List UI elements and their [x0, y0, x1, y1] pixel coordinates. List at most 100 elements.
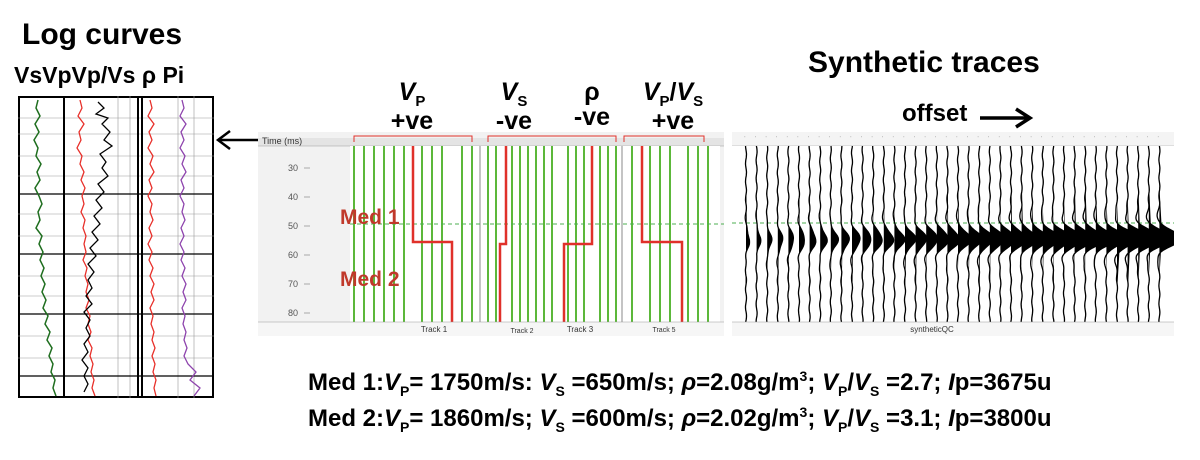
- wiggle-fill: [1084, 160, 1104, 316]
- trace-header-mark: ˙: [1115, 136, 1117, 144]
- trace-header-mark: ˙: [998, 136, 1000, 144]
- wiggle-fill: [872, 162, 883, 316]
- trace-header-mark: ˙: [1094, 136, 1096, 144]
- wiggle-trace: [755, 145, 762, 323]
- wiggle-fill: [978, 162, 994, 316]
- wiggle-fill: [1010, 162, 1027, 316]
- red-steps: [411, 146, 684, 322]
- time-axis: 30 40 50 60 70 80: [288, 163, 298, 318]
- trace-header-mark: ˙: [786, 136, 788, 144]
- trace-header-mark: ˙: [755, 136, 757, 144]
- wiggle-fill: [1031, 162, 1049, 316]
- wiggle-fill: [968, 162, 983, 316]
- trace-header-mark: ˙: [808, 136, 810, 144]
- trace-header-mark: ˙: [797, 136, 799, 144]
- track-1-label: Track 1: [421, 325, 448, 334]
- left-pointer-arrow-icon: [215, 130, 262, 150]
- trace-header-mark: ˙: [1073, 136, 1075, 144]
- tick-70: 70: [288, 279, 298, 289]
- trace-header-mark: ˙: [861, 136, 863, 144]
- trace-header-mark: ˙: [988, 136, 990, 144]
- rho-log-curve: [147, 99, 157, 397]
- trace-header-mark: ˙: [829, 136, 831, 144]
- tick-50: 50: [288, 221, 298, 231]
- wiggle-fill: [936, 162, 949, 316]
- wiggle-fill: [989, 162, 1004, 316]
- wiggle-trace: [913, 145, 928, 323]
- trace-header-mark: ˙: [1030, 136, 1032, 144]
- green-tracks: [353, 146, 709, 322]
- vp-log-curve: [76, 99, 96, 397]
- trace-header-mark: ˙: [1136, 136, 1138, 144]
- wiggle-fill: [840, 162, 850, 318]
- trace-header-mark: ˙: [765, 136, 767, 144]
- vpvs-step: [640, 146, 684, 322]
- wiggle-fill: [883, 162, 894, 316]
- wiggle-fill: [1137, 160, 1159, 316]
- synthetic-wiggles: [744, 145, 1174, 323]
- wiggle-fill: [904, 162, 916, 316]
- trace-header-mark: ˙: [903, 136, 905, 144]
- wiggle-trace: [903, 145, 917, 323]
- wiggle-fill: [1021, 162, 1038, 316]
- tick-60: 60: [288, 250, 298, 260]
- track-2-label: Track 2: [510, 328, 533, 335]
- wiggle-trace: [871, 146, 883, 323]
- wiggle-fill: [1116, 160, 1138, 316]
- wiggle-fill: [862, 162, 871, 316]
- tick-80: 80: [288, 308, 298, 318]
- trace-header-mark: ˙: [871, 136, 873, 144]
- offset-arrow-icon: [980, 107, 1034, 129]
- vs-log-curve: [33, 99, 57, 397]
- med-1-label: Med 1: [340, 206, 400, 229]
- track-model-panel: Time (ms) 30 40 50 60 70 80: [258, 132, 724, 336]
- vp-step: [411, 146, 454, 322]
- vpvs-header: VP/VS +ve: [642, 78, 704, 135]
- log-curves-panel: [18, 96, 214, 398]
- med-2-parameters: Med 2:VP= 1860m/s; VS =600m/s; ρ=2.02g/m…: [308, 404, 1052, 435]
- wiggle-fill: [1063, 160, 1082, 316]
- trace-header-mark: ˙: [1147, 136, 1149, 144]
- wiggle-fill: [777, 162, 783, 318]
- synthetic-footer-label: syntheticQC: [910, 325, 954, 334]
- tick-40: 40: [288, 192, 298, 202]
- wiggle-fill: [798, 162, 805, 318]
- trace-header-mark: ˙: [1062, 136, 1064, 144]
- wiggle-fill: [830, 162, 839, 318]
- wiggle-fill: [999, 162, 1015, 316]
- wiggle-fill: [1105, 160, 1127, 316]
- time-axis-label: Time (ms): [262, 136, 302, 146]
- trace-header-mark: ˙: [892, 136, 894, 144]
- wiggle-fill: [915, 162, 927, 316]
- trace-header-mark: ˙: [1083, 136, 1085, 144]
- trace-header-mark: ˙: [956, 136, 958, 144]
- header-brackets: [353, 135, 705, 142]
- trace-header-mark: ˙: [850, 136, 852, 144]
- wiggle-fill: [851, 162, 860, 318]
- trace-header-mark: ˙: [776, 136, 778, 144]
- wiggle-fill: [1148, 160, 1171, 316]
- trace-header-dots: ˙ ˙ ˙ ˙ ˙ ˙ ˙ ˙ ˙ ˙ ˙ ˙ ˙ ˙ ˙ ˙ ˙ ˙ ˙ ˙ ˙ ˙ ˙ ˙ ˙ ˙ ˙ ˙ ˙ ˙ ˙ ˙ ˙ ˙ ˙ ˙ ˙ ˙ ˙ ˙: [744, 136, 1160, 144]
- wiggle-trace: [1156, 145, 1174, 322]
- trace-header-mark: ˙: [1104, 136, 1106, 144]
- wiggle-fill: [1127, 160, 1148, 316]
- wiggle-fill: [809, 162, 816, 318]
- trace-header-mark: ˙: [967, 136, 969, 144]
- wiggle-trace: [818, 145, 828, 323]
- log-curve-labels: VsVpVp/Vs ρ Pi: [14, 62, 185, 88]
- vp-header: VP +ve: [390, 78, 434, 135]
- wiggle-fill: [957, 162, 972, 316]
- trace-header-mark: ˙: [945, 136, 947, 144]
- trace-header-mark: ˙: [924, 136, 926, 144]
- wiggle-fill: [756, 162, 761, 318]
- wiggle-fill: [745, 162, 750, 318]
- trace-header-mark: ˙: [1041, 136, 1043, 144]
- trace-header-mark: ˙: [1020, 136, 1022, 144]
- vs-header: VS -ve: [495, 78, 533, 135]
- vpvs-log-curve: [81, 101, 114, 393]
- trace-header-mark: ˙: [839, 136, 841, 144]
- med-2-label: Med 2: [340, 268, 400, 291]
- wiggle-fill: [766, 162, 772, 318]
- trace-header-mark: ˙: [1126, 136, 1128, 144]
- trace-header-mark: ˙: [744, 136, 746, 144]
